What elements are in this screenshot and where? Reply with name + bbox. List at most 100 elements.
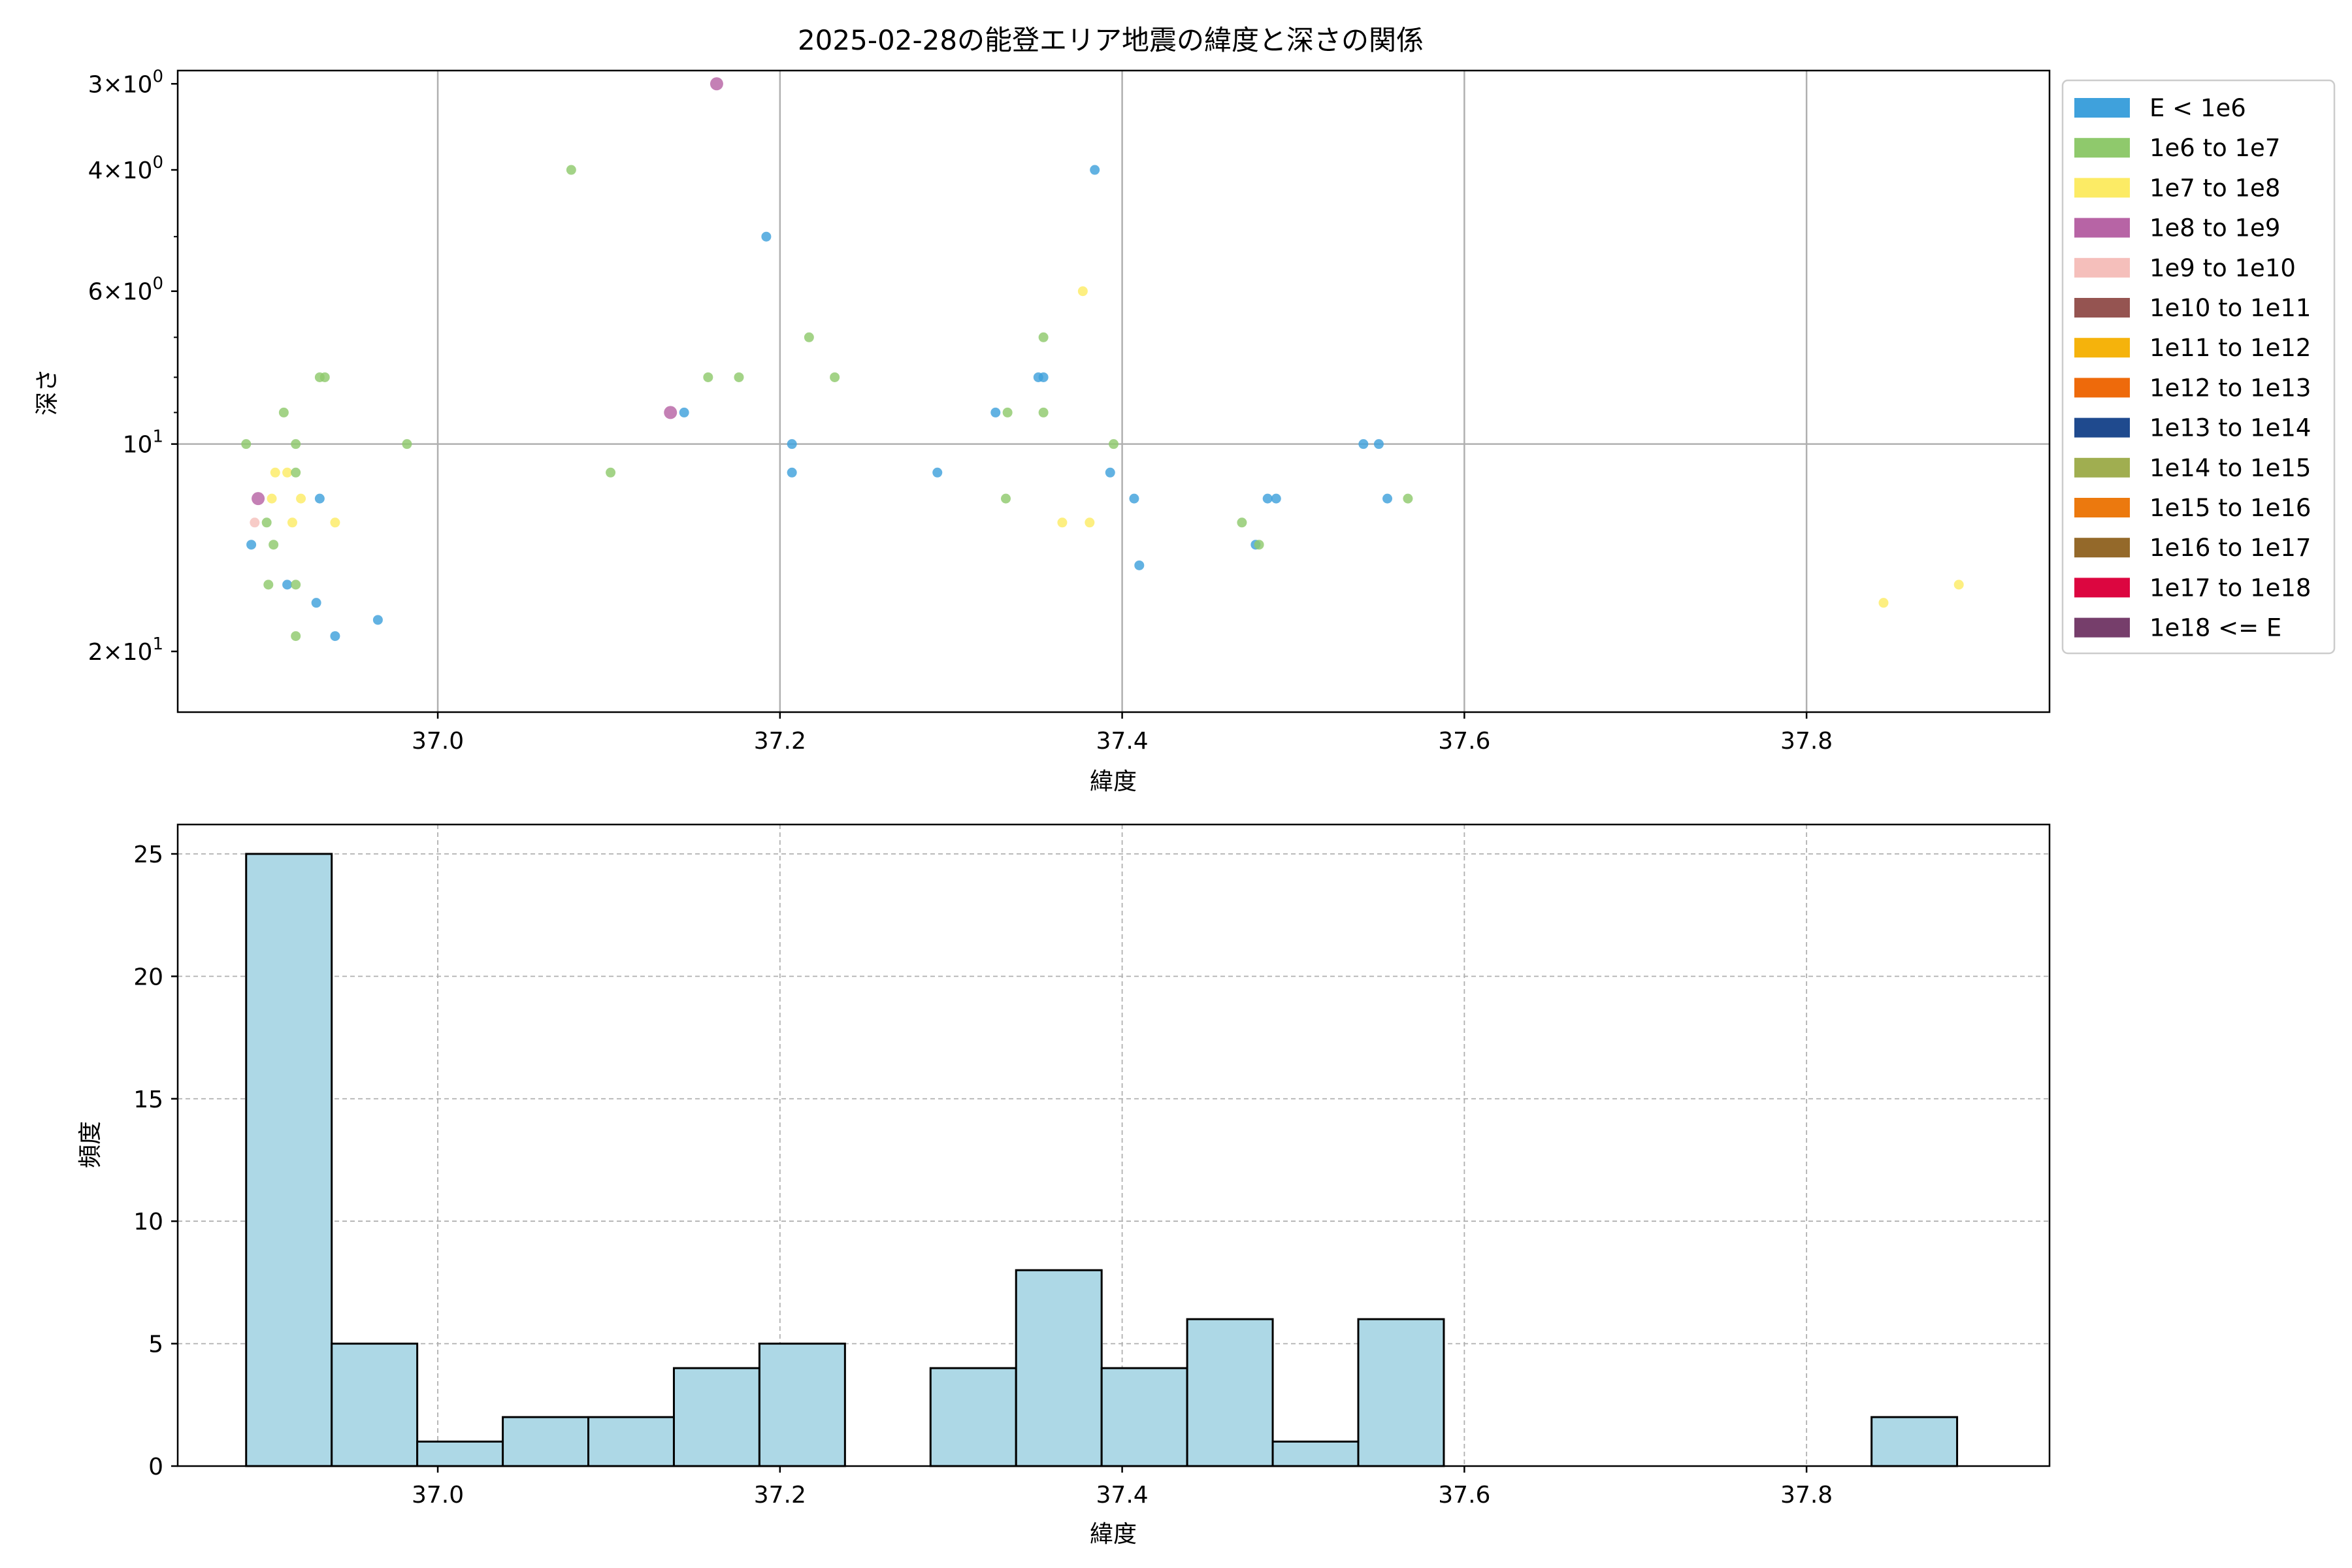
histogram-x-tick-label: 37.2: [754, 1482, 806, 1509]
scatter-point: [314, 493, 325, 504]
scatter-y-tick-label: 101: [123, 427, 163, 459]
scatter-point: [932, 467, 943, 478]
scatter-point: [787, 439, 797, 449]
histogram-x-tick-label: 37.6: [1438, 1482, 1490, 1509]
scatter-point: [282, 467, 293, 478]
scatter-x-tick-label: 37.6: [1438, 728, 1490, 755]
histogram-x-tick-label: 37.0: [412, 1482, 464, 1509]
histogram-bar: [416, 1441, 504, 1467]
scatter-point: [1129, 493, 1139, 504]
scatter-x-tick-label: 37.8: [1780, 728, 1833, 755]
scatter-point: [1038, 372, 1049, 382]
legend-swatch: [2074, 457, 2130, 478]
scatter-point: [1109, 439, 1119, 449]
legend-swatch: [2074, 378, 2130, 398]
histogram-axes-frame: [176, 823, 2051, 1467]
legend-swatch: [2074, 578, 2130, 598]
histogram-bar: [929, 1367, 1017, 1467]
histogram-x-tick-label: 37.8: [1780, 1482, 1833, 1509]
scatter-point: [250, 517, 260, 528]
scatter-x-tick-label: 37.4: [1096, 728, 1149, 755]
scatter-point: [1002, 407, 1013, 417]
scatter-point: [1077, 286, 1088, 297]
scatter-x-tick-label: 37.2: [754, 728, 806, 755]
scatter-point: [291, 467, 301, 478]
histogram-y-ticks: 0 5 10 15 20 25: [133, 841, 178, 1480]
scatter-y-tick-label: 3×100: [88, 67, 163, 98]
histogram-bar: [1186, 1318, 1274, 1467]
histogram-bar: [331, 1343, 419, 1467]
legend: E < 1e6 1e6 to 1e7 1e7 to 1e8 1e8 to 1e9 1e9…: [2061, 79, 2336, 655]
legend-label: 1e16 to 1e17: [2149, 534, 2311, 562]
legend-swatch: [2074, 178, 2130, 198]
scatter-point: [804, 332, 814, 342]
legend-swatch: [2074, 218, 2130, 238]
scatter-point: [1271, 493, 1281, 504]
scatter-point: [296, 493, 306, 504]
legend-swatch: [2074, 617, 2130, 638]
histogram-x-ticks: 37.0 37.2 37.4 37.6 37.8: [412, 1466, 1833, 1509]
legend-label: 1e7 to 1e8: [2149, 174, 2280, 202]
scatter-point: [1134, 560, 1145, 570]
scatter-point: [1262, 493, 1273, 504]
scatter-y-tick-label: 4×100: [88, 153, 163, 184]
scatter-point: [1953, 580, 1964, 590]
scatter-point: [1085, 517, 1095, 528]
histogram-y-tick-label: 0: [148, 1454, 163, 1480]
scatter-point: [1001, 493, 1011, 504]
legend-swatch: [2074, 138, 2130, 158]
scatter-point: [291, 580, 301, 590]
scatter-point: [1038, 332, 1049, 342]
scatter-point: [1090, 165, 1100, 175]
legend-label: 1e13 to 1e14: [2149, 414, 2311, 442]
scatter-y-tick-label: 6×100: [88, 274, 163, 306]
scatter-point: [990, 407, 1001, 417]
scatter-y-ticks: 3×100 4×100 6×100 101 2×101: [88, 67, 178, 666]
legend-label: 1e12 to 1e13: [2149, 374, 2311, 402]
scatter-point: [1038, 407, 1049, 417]
scatter-plot-area: [178, 71, 2050, 712]
scatter-x-ticks: 37.0 37.2 37.4 37.6 37.8: [412, 712, 1833, 755]
scatter-point: [664, 406, 678, 419]
legend-label: 1e15 to 1e16: [2149, 494, 2311, 522]
scatter-point: [1105, 467, 1115, 478]
scatter-point: [703, 372, 713, 382]
scatter-points: [241, 77, 1964, 642]
scatter-point: [1403, 493, 1413, 504]
legend-swatch: [2074, 498, 2130, 517]
histogram-bar: [672, 1367, 760, 1467]
scatter-point: [1373, 439, 1384, 449]
histogram-bar: [1870, 1416, 1959, 1467]
legend-label: 1e14 to 1e15: [2149, 454, 2311, 482]
histogram-bar: [1357, 1318, 1445, 1467]
scatter-point: [1358, 439, 1369, 449]
histogram-bar: [1015, 1269, 1103, 1467]
legend-label: 1e17 to 1e18: [2149, 574, 2311, 602]
scatter-point: [710, 77, 723, 91]
histogram-y-tick-label: 5: [148, 1331, 163, 1358]
legend-swatch: [2074, 257, 2130, 278]
legend-label: 1e10 to 1e11: [2149, 294, 2311, 322]
histogram-bar: [587, 1416, 675, 1467]
scatter-point: [1382, 493, 1393, 504]
scatter-y-tick-label: 2×101: [88, 634, 163, 666]
legend-label: 1e9 to 1e10: [2149, 254, 2296, 282]
scatter-point: [241, 439, 252, 449]
histogram-bar: [758, 1343, 846, 1467]
scatter-point: [830, 372, 840, 382]
legend-entries: E < 1e6 1e6 to 1e7 1e7 to 1e8 1e8 to 1e9 1e9…: [2074, 94, 2311, 642]
histogram-panel: 37.0 37.2 37.4 37.6 37.8 0 5 10 15 20 25 緯度 頻度: [77, 823, 2051, 1548]
histogram-bar: [245, 853, 333, 1467]
scatter-title: 2025-02-28の能登エリア地震の緯度と深さの関係: [798, 24, 1424, 56]
scatter-x-axis-label: 緯度: [1090, 768, 1137, 795]
scatter-point: [282, 580, 293, 590]
scatter-point: [287, 517, 297, 528]
histogram-bar: [502, 1416, 590, 1467]
histogram-y-tick-label: 10: [133, 1209, 163, 1235]
legend-swatch: [2074, 98, 2130, 118]
scatter-point: [402, 439, 412, 449]
histogram-plot-area: [178, 825, 2050, 1466]
legend-label: 1e18 <= E: [2149, 614, 2281, 642]
scatter-point: [761, 231, 772, 242]
